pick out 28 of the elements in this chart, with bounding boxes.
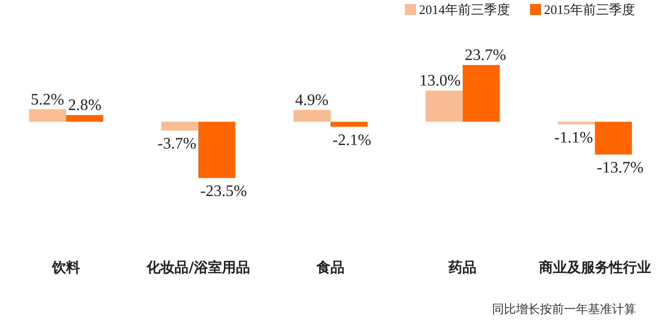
data-label: -3.7% (158, 136, 196, 153)
x-tick-label: 药品 (448, 260, 477, 276)
bar (294, 110, 330, 122)
data-label: -13.7% (596, 160, 644, 177)
bar (462, 65, 500, 122)
x-tick-label: 食品 (316, 260, 344, 276)
bar (426, 90, 463, 122)
bar (594, 122, 632, 155)
bar (29, 109, 66, 122)
data-label: 23.7% (464, 47, 506, 64)
x-tick-label: 化妆品/浴室用品 (146, 259, 250, 276)
data-label: -1.1% (554, 129, 593, 146)
data-label: 5.2% (30, 91, 64, 108)
data-label: 13.0% (419, 72, 461, 90)
bar (198, 122, 236, 178)
data-label: 2.8% (68, 97, 102, 114)
data-label: -23.5% (200, 183, 247, 200)
x-tick-label: 商业及服务性行业 (538, 259, 651, 276)
bar (558, 122, 595, 124)
data-label: 4.9% (295, 92, 328, 110)
text: 同比增长按前一年基准计算 (492, 302, 636, 316)
legend-label: 2015年前三季度 (544, 2, 635, 17)
data-label: -2.1% (332, 132, 372, 149)
bar (330, 122, 368, 127)
bar (161, 122, 198, 131)
x-tick-label: 饮料 (51, 260, 80, 276)
legend-label: 2014年前三季度 (419, 2, 510, 17)
bar (66, 115, 104, 122)
